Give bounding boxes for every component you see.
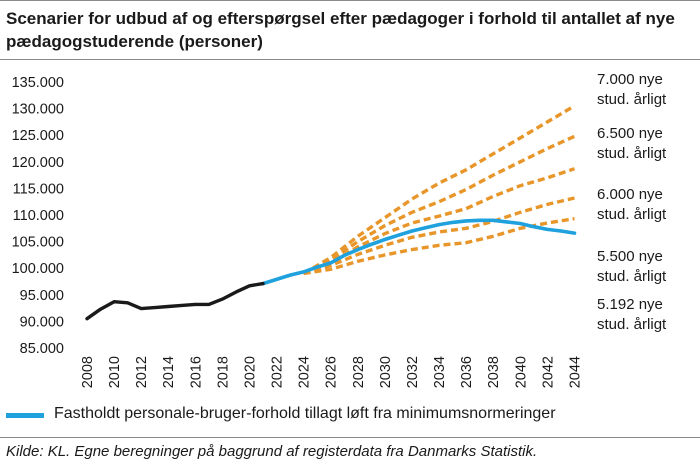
source-note: Kilde: KL. Egne beregninger på baggrund … bbox=[6, 443, 538, 460]
y-tick-label: 130.000 bbox=[12, 102, 64, 118]
x-tick-label: 2030 bbox=[378, 356, 394, 388]
scenario-line bbox=[302, 104, 576, 275]
legend-swatch-demand bbox=[6, 413, 44, 418]
x-tick-label: 2038 bbox=[486, 356, 502, 388]
x-tick-label: 2024 bbox=[297, 356, 313, 388]
scenario-line bbox=[302, 167, 576, 276]
scenario-label: 7.000 nye bbox=[597, 71, 663, 88]
x-tick-label: 2016 bbox=[188, 356, 204, 388]
scenario-line bbox=[303, 196, 575, 276]
x-tick-label: 2032 bbox=[405, 356, 421, 388]
x-tick-label: 2034 bbox=[432, 356, 448, 388]
x-tick-label: 2010 bbox=[107, 356, 123, 388]
scenario-label: stud. årligt bbox=[597, 91, 667, 108]
scenario-label: 5.192 nye bbox=[597, 296, 663, 313]
y-tick-label: 110.000 bbox=[13, 208, 64, 224]
demand-line bbox=[261, 218, 577, 286]
x-tick-label: 2042 bbox=[540, 356, 556, 388]
x-tick-label: 2014 bbox=[161, 356, 177, 388]
y-tick-label: 100.000 bbox=[12, 261, 64, 277]
y-tick-label: 95.000 bbox=[20, 288, 64, 304]
y-tick-label: 135.000 bbox=[12, 75, 64, 91]
chart-title-line-2: pædagogstuderende (personer) bbox=[6, 32, 263, 51]
scenario-label: stud. årligt bbox=[597, 316, 667, 333]
y-tick-label: 125.000 bbox=[12, 128, 64, 144]
x-tick-label: 2040 bbox=[513, 356, 529, 388]
x-tick-label: 2036 bbox=[459, 356, 475, 388]
x-tick-label: 2020 bbox=[242, 356, 258, 388]
x-tick-label: 2022 bbox=[270, 356, 286, 388]
y-tick-label: 105.000 bbox=[12, 235, 64, 251]
x-tick-label: 2018 bbox=[215, 356, 231, 388]
historical-line bbox=[85, 281, 265, 321]
y-tick-label: 115.000 bbox=[13, 181, 64, 197]
top-divider bbox=[0, 0, 700, 1]
scenario-label: stud. årligt bbox=[597, 145, 667, 162]
scenario-label: 6.500 nye bbox=[597, 125, 663, 142]
y-tick-label: 85.000 bbox=[20, 341, 64, 357]
legend-label-demand: Fastholdt personale-bruger-forhold tilla… bbox=[54, 405, 556, 422]
title-divider bbox=[0, 59, 700, 60]
scenario-label: 6.000 nye bbox=[597, 186, 663, 203]
x-tick-label: 2012 bbox=[134, 356, 150, 388]
x-tick-label: 2028 bbox=[351, 356, 367, 388]
chart-title-line-1: Scenarier for udbud af og efterspørgsel … bbox=[6, 9, 675, 28]
bottom-divider bbox=[0, 437, 700, 438]
scenario-line bbox=[302, 134, 576, 276]
x-tick-label: 2008 bbox=[80, 356, 96, 388]
x-tick-label: 2026 bbox=[324, 356, 340, 388]
y-tick-label: 120.000 bbox=[12, 155, 64, 171]
scenario-label: stud. årligt bbox=[597, 268, 667, 285]
scenario-label: 5.500 nye bbox=[597, 248, 663, 265]
y-tick-label: 90.000 bbox=[20, 314, 64, 330]
scenario-label: stud. årligt bbox=[597, 206, 667, 223]
x-tick-label: 2044 bbox=[567, 356, 583, 388]
